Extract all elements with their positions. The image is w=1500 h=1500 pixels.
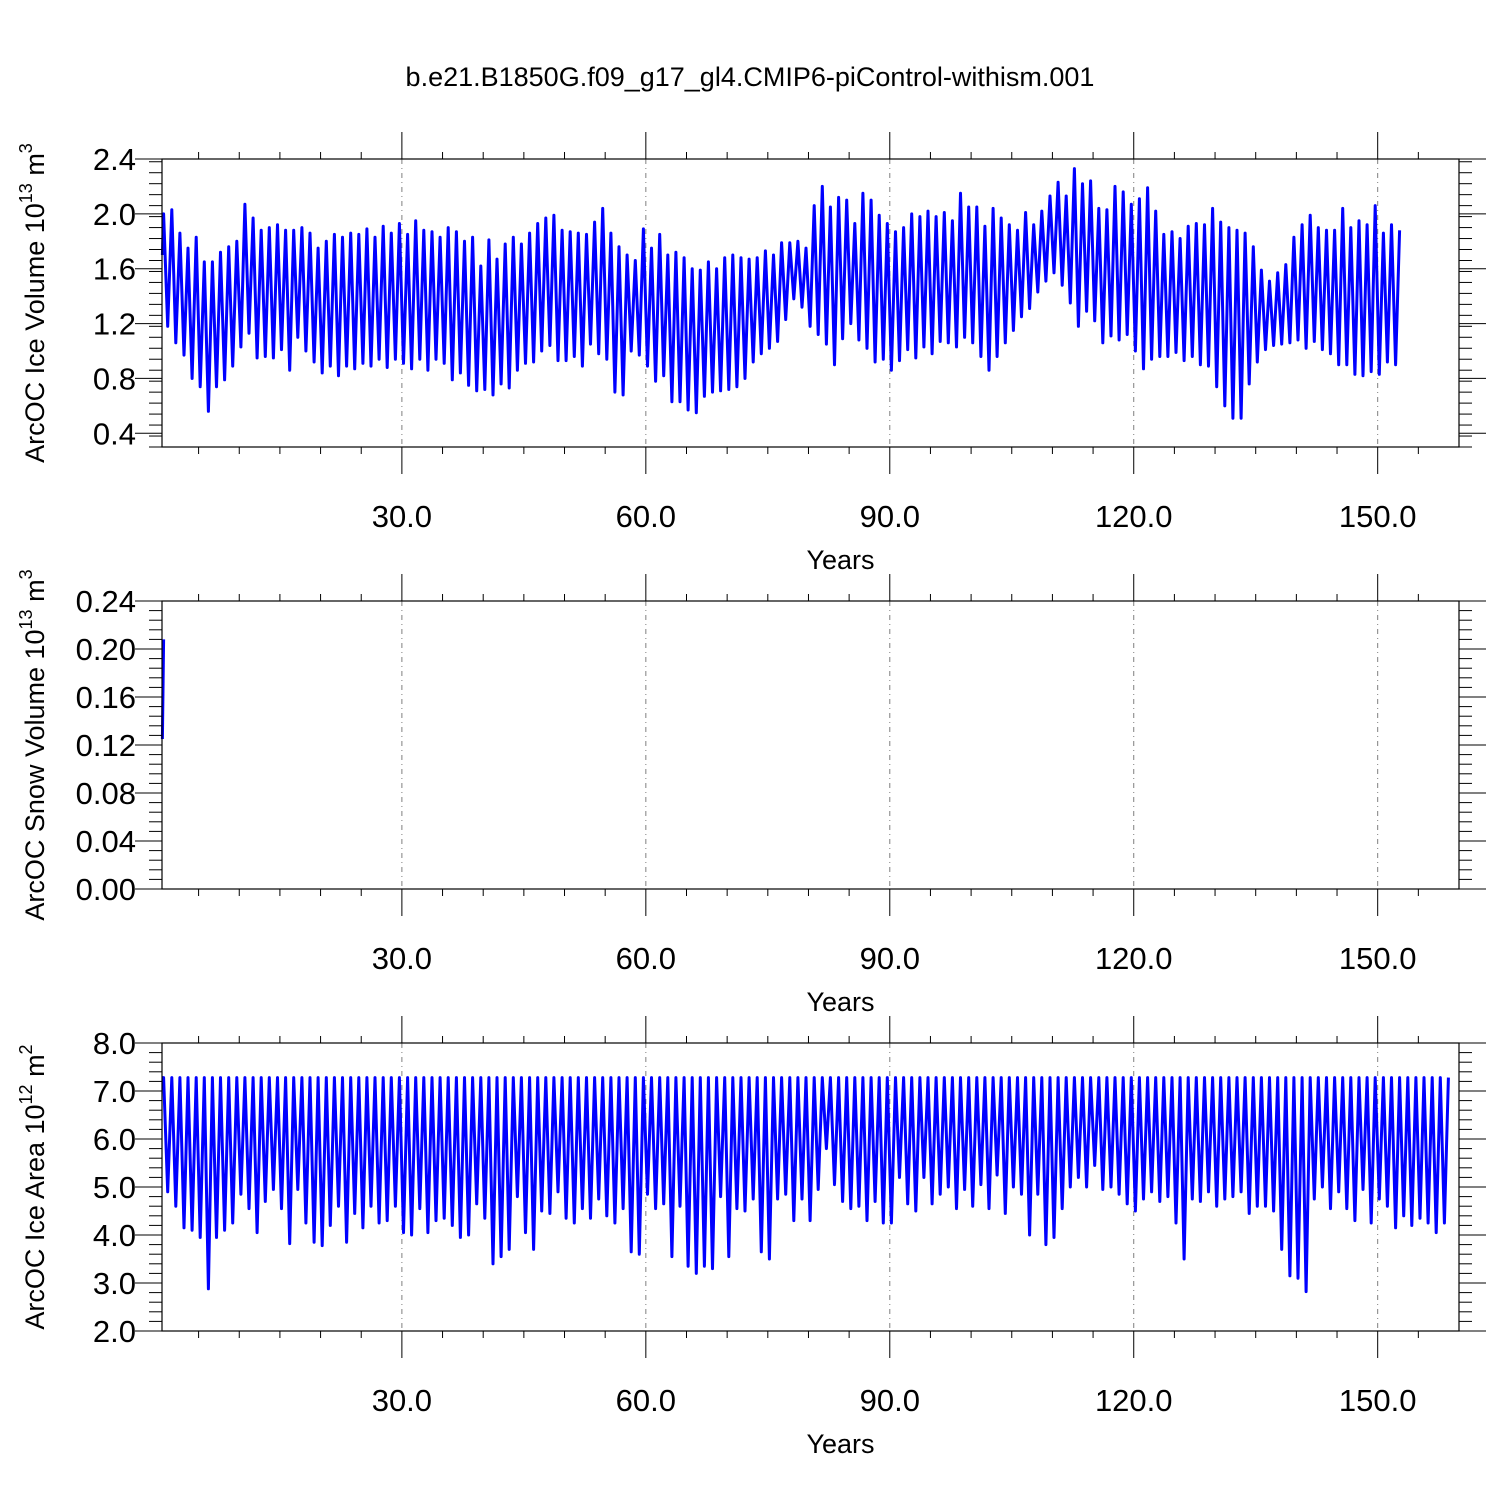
ice-area-y-axis-label-exponent: 12 (16, 1084, 36, 1104)
ice-volume-y-tick-label: 2.4 (93, 142, 136, 177)
ice-area-y-tick-label: 2.0 (93, 1314, 136, 1349)
snow-volume-y-axis-label-text: ArcOC Snow Volume 10 (20, 629, 50, 920)
ice-area-x-tick-label: 90.0 (860, 1383, 920, 1418)
ice-volume-y-axis-label-exponent: 13 (16, 183, 36, 203)
snow-volume-panel: 30.0 60.0 90.0 120.0 150.0 0.00 0.04 0.08 0.12 0.… (16, 569, 1486, 1017)
snow-volume-y-axis-label-text: m (20, 579, 50, 609)
ice-volume-x-tick-label: 60.0 (616, 499, 676, 534)
ice-volume-y-axis-label-text: m (20, 153, 50, 183)
snow-volume-x-tick-label: 90.0 (860, 941, 920, 976)
ice-volume-x-axis-label: Years (806, 545, 874, 575)
ice-volume-series-line (160, 167, 1402, 420)
ice-area-y-tick-label: 3.0 (93, 1266, 136, 1301)
ice-area-y-tick-label: 5.0 (93, 1170, 136, 1205)
ice-volume-x-tick-label: 150.0 (1339, 499, 1417, 534)
ice-volume-x-tick-label: 120.0 (1095, 499, 1173, 534)
ice-volume-y-axis-label-text: ArcOC Ice Volume 10 (20, 203, 50, 463)
ice-volume-y-tick-label: 1.2 (93, 307, 136, 342)
snow-volume-x-axis-label: Years (806, 987, 874, 1017)
snow-volume-y-tick-label: 0.24 (76, 584, 136, 619)
ice-volume-plot-frame (161, 158, 1460, 448)
snow-volume-x-tick-label: 120.0 (1095, 941, 1173, 976)
ice-area-y-axis-label: ArcOC Ice Area 1012 m2 (16, 1044, 50, 1329)
ice-volume-y-tick-label: 0.4 (93, 416, 136, 451)
snow-volume-y-axis-label: ArcOC Snow Volume 1013 m3 (16, 569, 50, 920)
ice-area-x-tick-label: 60.0 (616, 1383, 676, 1418)
snow-volume-plot-frame (161, 600, 1460, 890)
ice-area-y-tick-label: 4.0 (93, 1218, 136, 1253)
snow-volume-y-tick-label: 0.12 (76, 728, 136, 763)
ice-area-y-axis-label-text: ArcOC Ice Area 10 (20, 1104, 50, 1329)
snow-volume-x-tick-label: 60.0 (616, 941, 676, 976)
ice-volume-panel: 30.0 60.0 90.0 120.0 150.0 0.4 0.8 1.2 1.6 2.0 2.4… (16, 132, 1486, 575)
snow-volume-y-axis-label-exponent: 3 (16, 569, 36, 579)
ice-area-y-tick-label: 8.0 (93, 1026, 136, 1061)
ice-volume-y-axis-label: ArcOC Ice Volume 1013 m3 (16, 143, 50, 463)
ice-volume-y-tick-label: 0.8 (93, 361, 136, 396)
snow-volume-y-tick-label: 0.00 (76, 872, 136, 907)
ice-area-y-tick-label: 6.0 (93, 1122, 136, 1157)
ice-area-y-axis-label-exponent: 2 (16, 1044, 36, 1054)
snow-volume-y-axis-label-exponent: 13 (16, 609, 36, 629)
ice-volume-x-tick-label: 30.0 (372, 499, 432, 534)
ice-volume-y-tick-label: 1.6 (93, 252, 136, 287)
snow-volume-y-tick-label: 0.04 (76, 824, 136, 859)
ice-area-x-tick-label: 30.0 (372, 1383, 432, 1418)
ice-area-series-line (162, 1076, 1450, 1294)
figure-title: b.e21.B1850G.f09_g17_gl4.CMIP6-piControl… (405, 62, 1095, 92)
ice-area-panel: 30.0 60.0 90.0 120.0 150.0 2.0 3.0 4.0 5.0 6.0 7.0… (16, 1016, 1486, 1459)
ice-area-x-axis-label: Years (806, 1429, 874, 1459)
ice-area-y-tick-label: 7.0 (93, 1074, 136, 1109)
ice-volume-y-tick-label: 2.0 (93, 197, 136, 232)
snow-volume-y-tick-label: 0.20 (76, 632, 136, 667)
ice-area-y-axis-label-text: m (20, 1054, 50, 1084)
snow-volume-y-tick-label: 0.08 (76, 776, 136, 811)
snow-volume-x-tick-label: 30.0 (372, 941, 432, 976)
ice-area-x-tick-label: 150.0 (1339, 1383, 1417, 1418)
ice-area-x-tick-label: 120.0 (1095, 1383, 1173, 1418)
ice-volume-x-tick-label: 90.0 (860, 499, 920, 534)
snow-volume-x-tick-label: 150.0 (1339, 941, 1417, 976)
snow-volume-y-tick-label: 0.16 (76, 680, 136, 715)
ice-volume-y-axis-label-exponent: 3 (16, 143, 36, 153)
